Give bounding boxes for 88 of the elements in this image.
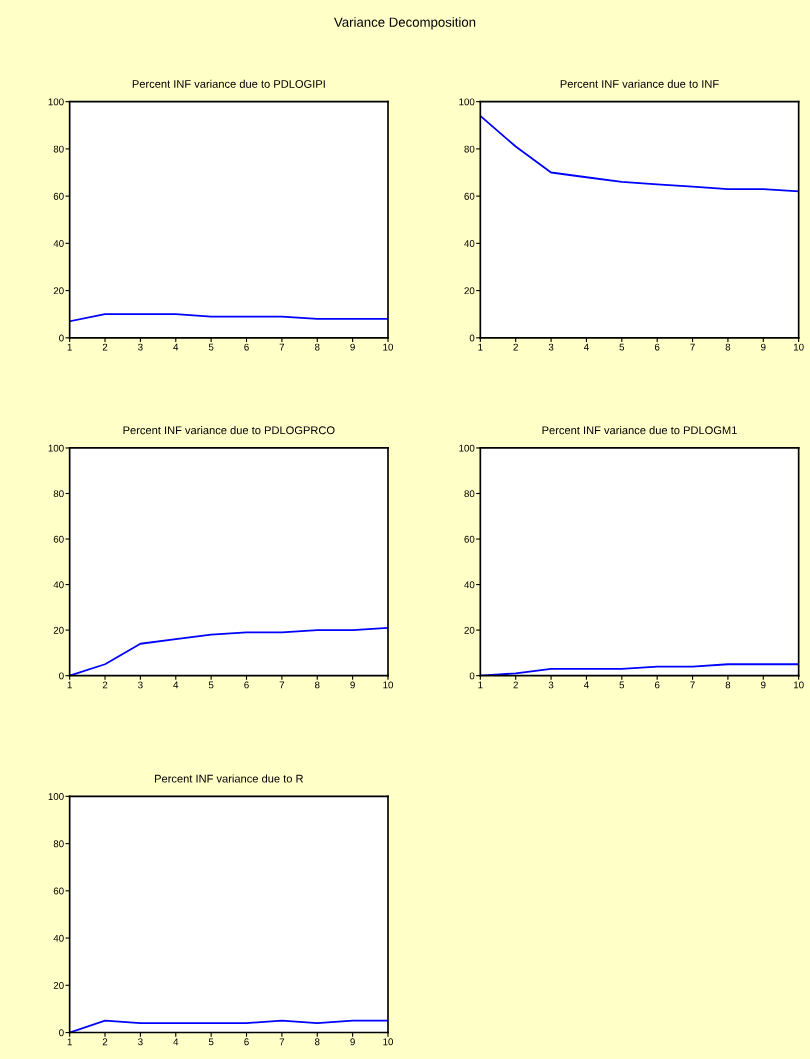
y-tick-label: 100: [459, 98, 475, 106]
x-tick-label: 7: [690, 343, 695, 351]
x-tick-label: 1: [67, 343, 72, 351]
x-tick-label: 5: [619, 343, 625, 351]
x-tick-label: 2: [102, 681, 108, 689]
x-tick-label: 9: [350, 343, 355, 351]
x-tick-label: 3: [548, 681, 554, 689]
y-tick-label: 100: [48, 444, 64, 452]
x-tick-label: 1: [478, 681, 483, 689]
x-tick-label: 6: [244, 1038, 249, 1046]
x-tick-label: 1: [67, 681, 72, 689]
x-tick-label: 5: [208, 681, 214, 689]
chart-title: Percent INF variance due to PDLOGM1: [542, 426, 737, 435]
x-tick-label: 8: [314, 681, 320, 689]
x-tick-label: 8: [314, 1038, 320, 1046]
x-tick-label: 3: [138, 1038, 143, 1046]
x-tick-label: 5: [208, 343, 214, 351]
y-tick-label: 0: [59, 1029, 64, 1037]
x-tick-label: 3: [138, 343, 143, 351]
x-tick-label: 10: [793, 681, 804, 689]
y-tick-label: 80: [464, 145, 475, 153]
x-tick-label: 4: [583, 343, 589, 351]
x-tick-label: 9: [761, 343, 766, 351]
text: Variance Decomposition: [334, 17, 476, 30]
x-tick-label: 2: [513, 343, 518, 351]
x-tick-label: 3: [138, 681, 143, 689]
y-tick-label: 20: [53, 287, 64, 295]
y-tick-label: 40: [53, 240, 64, 247]
chart-title: Percent INF variance due to PDLOGPRCO: [123, 426, 335, 435]
x-tick-label: 4: [173, 343, 179, 351]
x-tick-label: 1: [67, 1038, 72, 1046]
x-tick-label: 9: [761, 681, 766, 689]
y-tick-label: 60: [464, 192, 475, 200]
line-series: [480, 114, 799, 193]
chart-title: Percent INF variance due to R: [155, 774, 304, 783]
x-tick-label: 4: [173, 681, 179, 689]
x-tick-label: 6: [654, 343, 660, 351]
y-tick-label: 60: [53, 887, 64, 895]
y-tick-label: 0: [59, 672, 64, 680]
y-tick-label: 100: [459, 444, 475, 452]
y-tick-label: 40: [53, 934, 64, 942]
x-tick-label: 8: [314, 343, 320, 351]
y-tick-label: 20: [53, 626, 64, 634]
x-tick-label: 3: [548, 343, 554, 351]
x-tick-label: 5: [619, 681, 625, 689]
y-tick-label: 0: [469, 672, 475, 680]
x-tick-label: 10: [383, 1038, 394, 1046]
x-tick-label: 4: [173, 1038, 179, 1046]
x-tick-label: 7: [279, 343, 285, 351]
chart-title: Percent INF variance due to PDLOGIPI: [132, 79, 325, 88]
x-tick-label: 2: [102, 1038, 108, 1046]
y-tick-label: 60: [53, 535, 64, 543]
chart-title: Percent INF variance due to INF: [560, 79, 719, 88]
y-tick-label: 80: [53, 840, 64, 848]
y-tick-label: 20: [464, 287, 475, 295]
y-tick-label: 40: [464, 581, 475, 589]
y-tick-label: 0: [469, 334, 475, 342]
y-tick-label: 100: [48, 98, 64, 106]
x-tick-label: 7: [279, 1038, 285, 1046]
x-tick-label: 7: [279, 681, 285, 689]
y-tick-label: 80: [464, 490, 475, 498]
x-tick-label: 7: [690, 681, 695, 689]
y-tick-label: 80: [53, 490, 64, 498]
x-tick-label: 1: [478, 343, 483, 351]
y-tick-label: 0: [59, 334, 64, 342]
y-tick-label: 60: [53, 192, 64, 200]
y-tick-label: 80: [53, 145, 64, 153]
y-tick-label: 100: [48, 793, 64, 800]
x-tick-label: 6: [244, 681, 249, 689]
y-tick-label: 40: [53, 581, 64, 589]
y-tick-label: 60: [464, 535, 475, 543]
x-tick-label: 2: [513, 681, 518, 689]
line-series: [69, 313, 388, 323]
x-tick-label: 4: [583, 681, 589, 689]
x-tick-label: 9: [350, 1038, 355, 1046]
x-tick-label: 10: [383, 343, 394, 351]
x-tick-label: 10: [383, 681, 394, 689]
x-tick-label: 8: [725, 681, 731, 689]
x-tick-label: 6: [244, 343, 249, 351]
x-tick-label: 8: [725, 343, 731, 351]
x-tick-label: 5: [208, 1038, 214, 1046]
y-tick-label: 20: [53, 982, 64, 989]
x-tick-label: 9: [350, 681, 355, 689]
x-tick-label: 10: [793, 343, 804, 351]
y-tick-label: 40: [464, 240, 475, 247]
x-tick-label: 6: [654, 681, 660, 689]
x-tick-label: 2: [102, 343, 108, 351]
y-tick-label: 20: [464, 626, 475, 634]
